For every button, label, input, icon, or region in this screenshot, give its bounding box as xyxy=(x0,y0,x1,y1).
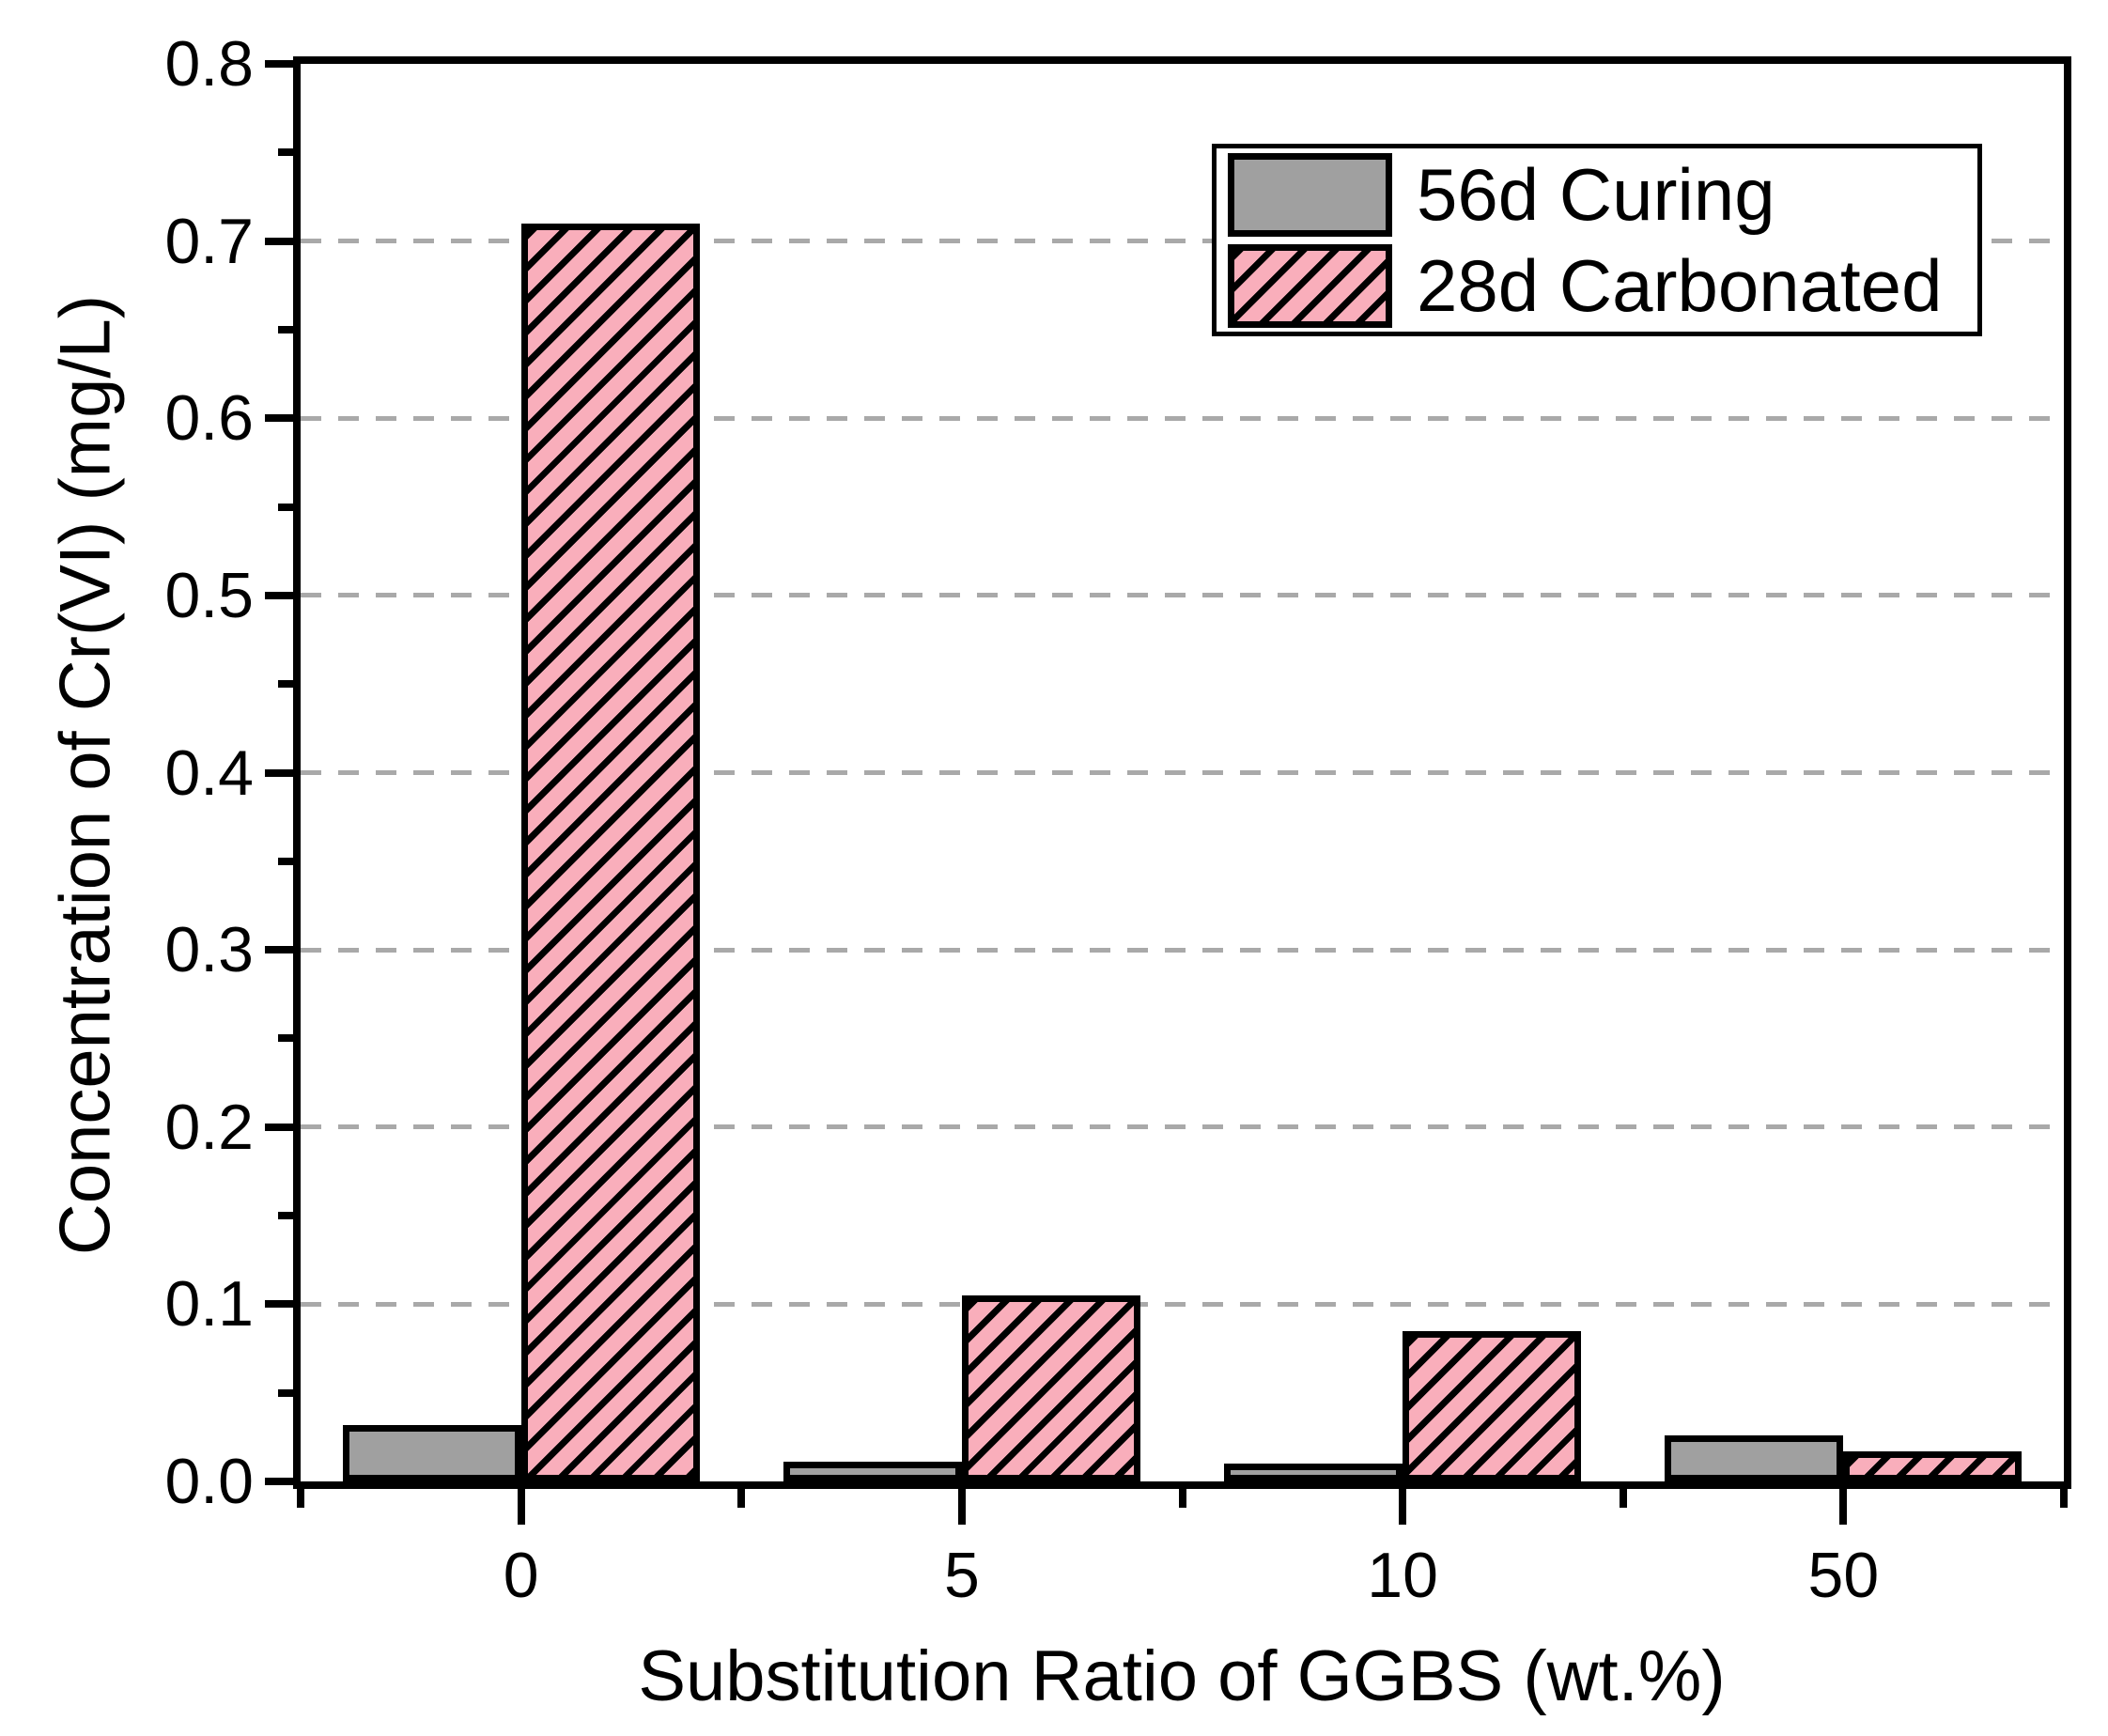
x-major-tick xyxy=(957,1489,966,1525)
bar-56d-curing xyxy=(1665,1434,1844,1481)
gridline xyxy=(301,593,2064,598)
y-minor-tick xyxy=(278,680,293,689)
legend: 56d Curing 28d Carbonated xyxy=(1212,144,1982,336)
x-minor-tick xyxy=(1619,1489,1627,1508)
gridline xyxy=(301,1124,2064,1130)
bar-56d-curing xyxy=(1224,1464,1403,1481)
y-tick-label: 0.3 xyxy=(164,914,254,986)
y-major-tick xyxy=(265,946,293,954)
y-major-tick xyxy=(265,768,293,777)
legend-label: 28d Carbonated xyxy=(1417,244,1943,327)
y-tick-label: 0.5 xyxy=(164,559,254,631)
legend-swatch-28d-carbonated xyxy=(1228,243,1392,328)
y-major-tick xyxy=(265,414,293,423)
x-major-tick xyxy=(1399,1489,1407,1525)
y-tick-label: 0.7 xyxy=(164,205,254,277)
bar-28d-carbonated xyxy=(520,223,700,1481)
y-tick-label: 0.1 xyxy=(164,1268,254,1341)
y-minor-tick xyxy=(278,1388,293,1397)
bar-28d-carbonated xyxy=(1403,1330,1582,1481)
x-tick-label: 10 xyxy=(1367,1540,1438,1611)
y-major-tick xyxy=(265,1123,293,1131)
y-major-tick xyxy=(265,591,293,599)
y-minor-tick xyxy=(278,503,293,511)
y-minor-tick xyxy=(278,148,293,157)
legend-item-28d-carbonated: 28d Carbonated xyxy=(1228,243,1977,328)
y-tick-label: 0.4 xyxy=(164,736,254,809)
gridline xyxy=(301,415,2064,421)
legend-swatch-56d-curing xyxy=(1228,152,1392,237)
bar-28d-carbonated xyxy=(961,1294,1140,1481)
y-tick-label: 0.8 xyxy=(164,28,254,100)
y-major-tick xyxy=(265,1478,293,1485)
x-tick-label: 0 xyxy=(503,1540,539,1611)
bar-28d-carbonated xyxy=(1843,1450,2023,1481)
x-tick-label: 5 xyxy=(943,1540,980,1611)
y-minor-tick xyxy=(278,325,293,333)
plot-area xyxy=(301,64,2064,1481)
x-axis-title: Substitution Ratio of GGBS (wt.%) xyxy=(638,1636,1726,1716)
y-major-tick xyxy=(265,1300,293,1309)
y-tick-label: 0.6 xyxy=(164,382,254,455)
y-minor-tick xyxy=(278,1034,293,1043)
x-major-tick xyxy=(517,1489,525,1525)
bar-56d-curing xyxy=(342,1424,521,1481)
y-minor-tick xyxy=(278,857,293,865)
gridline xyxy=(301,770,2064,775)
y-tick-label: 0.0 xyxy=(164,1446,254,1517)
legend-label: 56d Curing xyxy=(1417,153,1775,236)
x-minor-tick xyxy=(1178,1489,1186,1508)
legend-item-56d-curing: 56d Curing xyxy=(1228,152,1977,237)
x-minor-tick xyxy=(2060,1489,2068,1508)
x-major-tick xyxy=(1839,1489,1848,1525)
gridline xyxy=(301,947,2064,953)
x-tick-label: 50 xyxy=(1807,1540,1880,1611)
x-minor-tick xyxy=(297,1489,304,1508)
bar-56d-curing xyxy=(783,1462,962,1481)
y-minor-tick xyxy=(278,1212,293,1220)
y-major-tick xyxy=(265,60,293,68)
x-minor-tick xyxy=(737,1489,746,1508)
y-tick-label: 0.2 xyxy=(164,1091,254,1163)
gridline xyxy=(301,239,2064,244)
gridline xyxy=(301,1301,2064,1307)
y-major-tick xyxy=(265,237,293,245)
